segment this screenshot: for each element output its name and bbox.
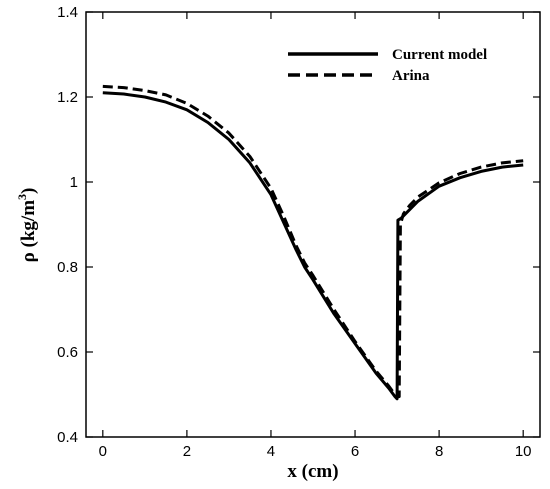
x-tick-label: 4	[267, 443, 275, 460]
x-tick-label: 6	[351, 443, 359, 460]
x-tick-labels: 0 2 4 6 8 10	[99, 443, 532, 460]
x-tick-label: 10	[515, 443, 532, 460]
series-line-arina	[102, 84, 524, 399]
y-tick-label: 0.8	[57, 259, 78, 276]
series-line-current-model	[102, 91, 524, 401]
y-tick-label: 1	[70, 174, 78, 191]
x-tick-label: 8	[435, 443, 443, 460]
x-axis-title: x (cm)	[287, 461, 338, 482]
y-tick-labels: 0.4 0.6 0.8 1 1.2 1.4	[57, 4, 78, 446]
y-axis-title: ρ (kg/m3)	[15, 188, 39, 263]
tick-marks	[86, 11, 540, 438]
legend-label-current-model: Current model	[392, 47, 487, 63]
y-tick-label: 0.6	[57, 344, 78, 361]
series-lines	[102, 84, 524, 401]
plot-frame	[85, 11, 541, 438]
y-tick-label: 0.4	[57, 429, 78, 446]
legend-label-arina: Arina	[392, 68, 430, 84]
y-axis-title-main: ρ (kg/m	[18, 200, 39, 263]
y-axis-title-close: )	[18, 188, 39, 194]
x-tick-label: 2	[183, 443, 191, 460]
y-axis-title-superscript: 3	[15, 194, 29, 200]
y-tick-label: 1.2	[57, 89, 78, 106]
y-tick-label: 1.4	[57, 4, 78, 21]
x-tick-label: 0	[99, 443, 107, 460]
legend: Current model Arina	[288, 47, 487, 84]
